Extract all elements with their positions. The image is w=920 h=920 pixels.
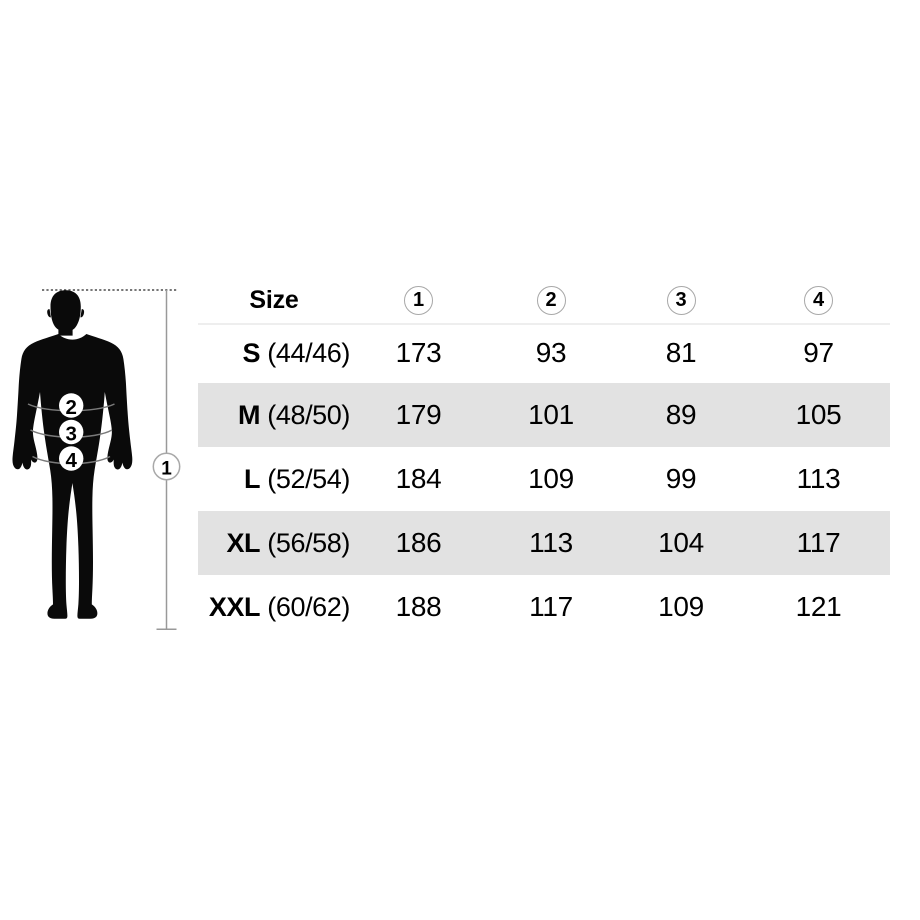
table-row: XXL (60/62) 188 117 109 121 <box>198 575 890 639</box>
value-cell-3: 81 <box>665 337 697 368</box>
size-letter: XL <box>226 527 261 558</box>
value-cell-1: 188 <box>395 591 442 622</box>
value-cell-4: 121 <box>795 591 842 622</box>
size-name-cell: XXL (60/62) <box>198 575 351 639</box>
value-cell-1: 186 <box>395 527 442 558</box>
header-col-1: 1 <box>350 278 487 323</box>
value-cell-2: 93 <box>535 337 567 368</box>
size-range: (44/46) <box>260 337 350 368</box>
size-letter: L <box>244 463 261 494</box>
size-letter: S <box>242 337 261 368</box>
body-measurement-diagram: 2 3 4 1 <box>8 282 198 642</box>
body-markers: 2 3 4 <box>59 393 84 472</box>
size-range: (56/58) <box>260 527 350 558</box>
value-cell-1: 173 <box>395 337 442 368</box>
table-row: XL (56/58) 186 113 104 117 <box>198 511 890 575</box>
header-row: Size 1 2 3 4 <box>198 278 890 323</box>
row-band-m <box>198 383 890 447</box>
table-body: S (44/46) 173 93 81 97 M (48/50) 179 101… <box>198 323 890 639</box>
column-marker-2-icon: 2 <box>536 286 566 315</box>
header-size-label: Size <box>249 286 299 314</box>
table-row: L (52/54) 184 109 99 113 <box>198 447 890 511</box>
height-dimension: 1 <box>152 290 181 631</box>
column-marker-1-icon: 1 <box>404 286 433 315</box>
table-row: S (44/46) 173 93 81 97 <box>198 323 890 383</box>
value-cell-4: 105 <box>795 399 842 430</box>
value-cell-2: 117 <box>529 591 573 622</box>
silhouette-svg: 2 3 4 1 <box>12 289 181 631</box>
column-marker-3-icon: 3 <box>666 286 696 315</box>
height-marker-circle <box>152 452 181 481</box>
column-marker-4-icon: 4 <box>804 286 833 315</box>
row-band-layer <box>198 278 890 642</box>
size-range: (60/62) <box>260 591 350 622</box>
header-divider <box>198 323 890 325</box>
table-header: Size 1 2 3 4 <box>198 278 890 323</box>
header-col-2: 2 <box>487 278 615 323</box>
value-cell-2: 101 <box>528 399 574 430</box>
size-table-wrapper: Size 1 2 3 4 S (44/46 <box>198 278 890 642</box>
value-cell-4: 113 <box>796 463 841 494</box>
size-range: (52/54) <box>260 463 350 494</box>
value-cell-2: 109 <box>528 463 574 494</box>
header-col-3: 3 <box>615 278 747 323</box>
value-cell-1: 184 <box>395 463 442 494</box>
value-cell-4: 97 <box>803 337 834 368</box>
waist-marker: 3 <box>59 419 84 445</box>
hip-marker-label: 4 <box>65 449 77 472</box>
chest-marker-label: 2 <box>65 396 76 419</box>
table-row: M (48/50) 179 101 89 105 <box>198 383 890 447</box>
row-band-xl <box>198 511 890 575</box>
size-letter: M <box>238 399 261 430</box>
value-cell-4: 117 <box>796 527 841 558</box>
value-cell-3: 109 <box>658 591 704 622</box>
height-marker-label: 1 <box>161 458 172 479</box>
value-cell-3: 104 <box>658 527 704 558</box>
value-cell-2: 113 <box>529 527 573 558</box>
size-table: Size 1 2 3 4 S (44/46 <box>198 278 890 639</box>
hip-marker: 4 <box>59 446 84 472</box>
size-letter: XXL <box>208 591 261 622</box>
waist-marker-label: 3 <box>65 422 76 445</box>
value-cell-3: 89 <box>665 399 697 430</box>
chest-marker: 2 <box>59 393 84 419</box>
size-name-cell: XL (56/58) <box>198 511 350 575</box>
header-col-4: 4 <box>747 278 890 323</box>
size-name-cell: L (52/54) <box>198 447 350 511</box>
size-name-cell: S (44/46) <box>198 323 351 383</box>
value-cell-1: 179 <box>395 399 442 430</box>
size-name-cell: M (48/50) <box>198 383 350 447</box>
value-cell-3: 99 <box>665 463 697 494</box>
size-range: (48/50) <box>260 399 350 430</box>
body-silhouette <box>12 290 133 619</box>
